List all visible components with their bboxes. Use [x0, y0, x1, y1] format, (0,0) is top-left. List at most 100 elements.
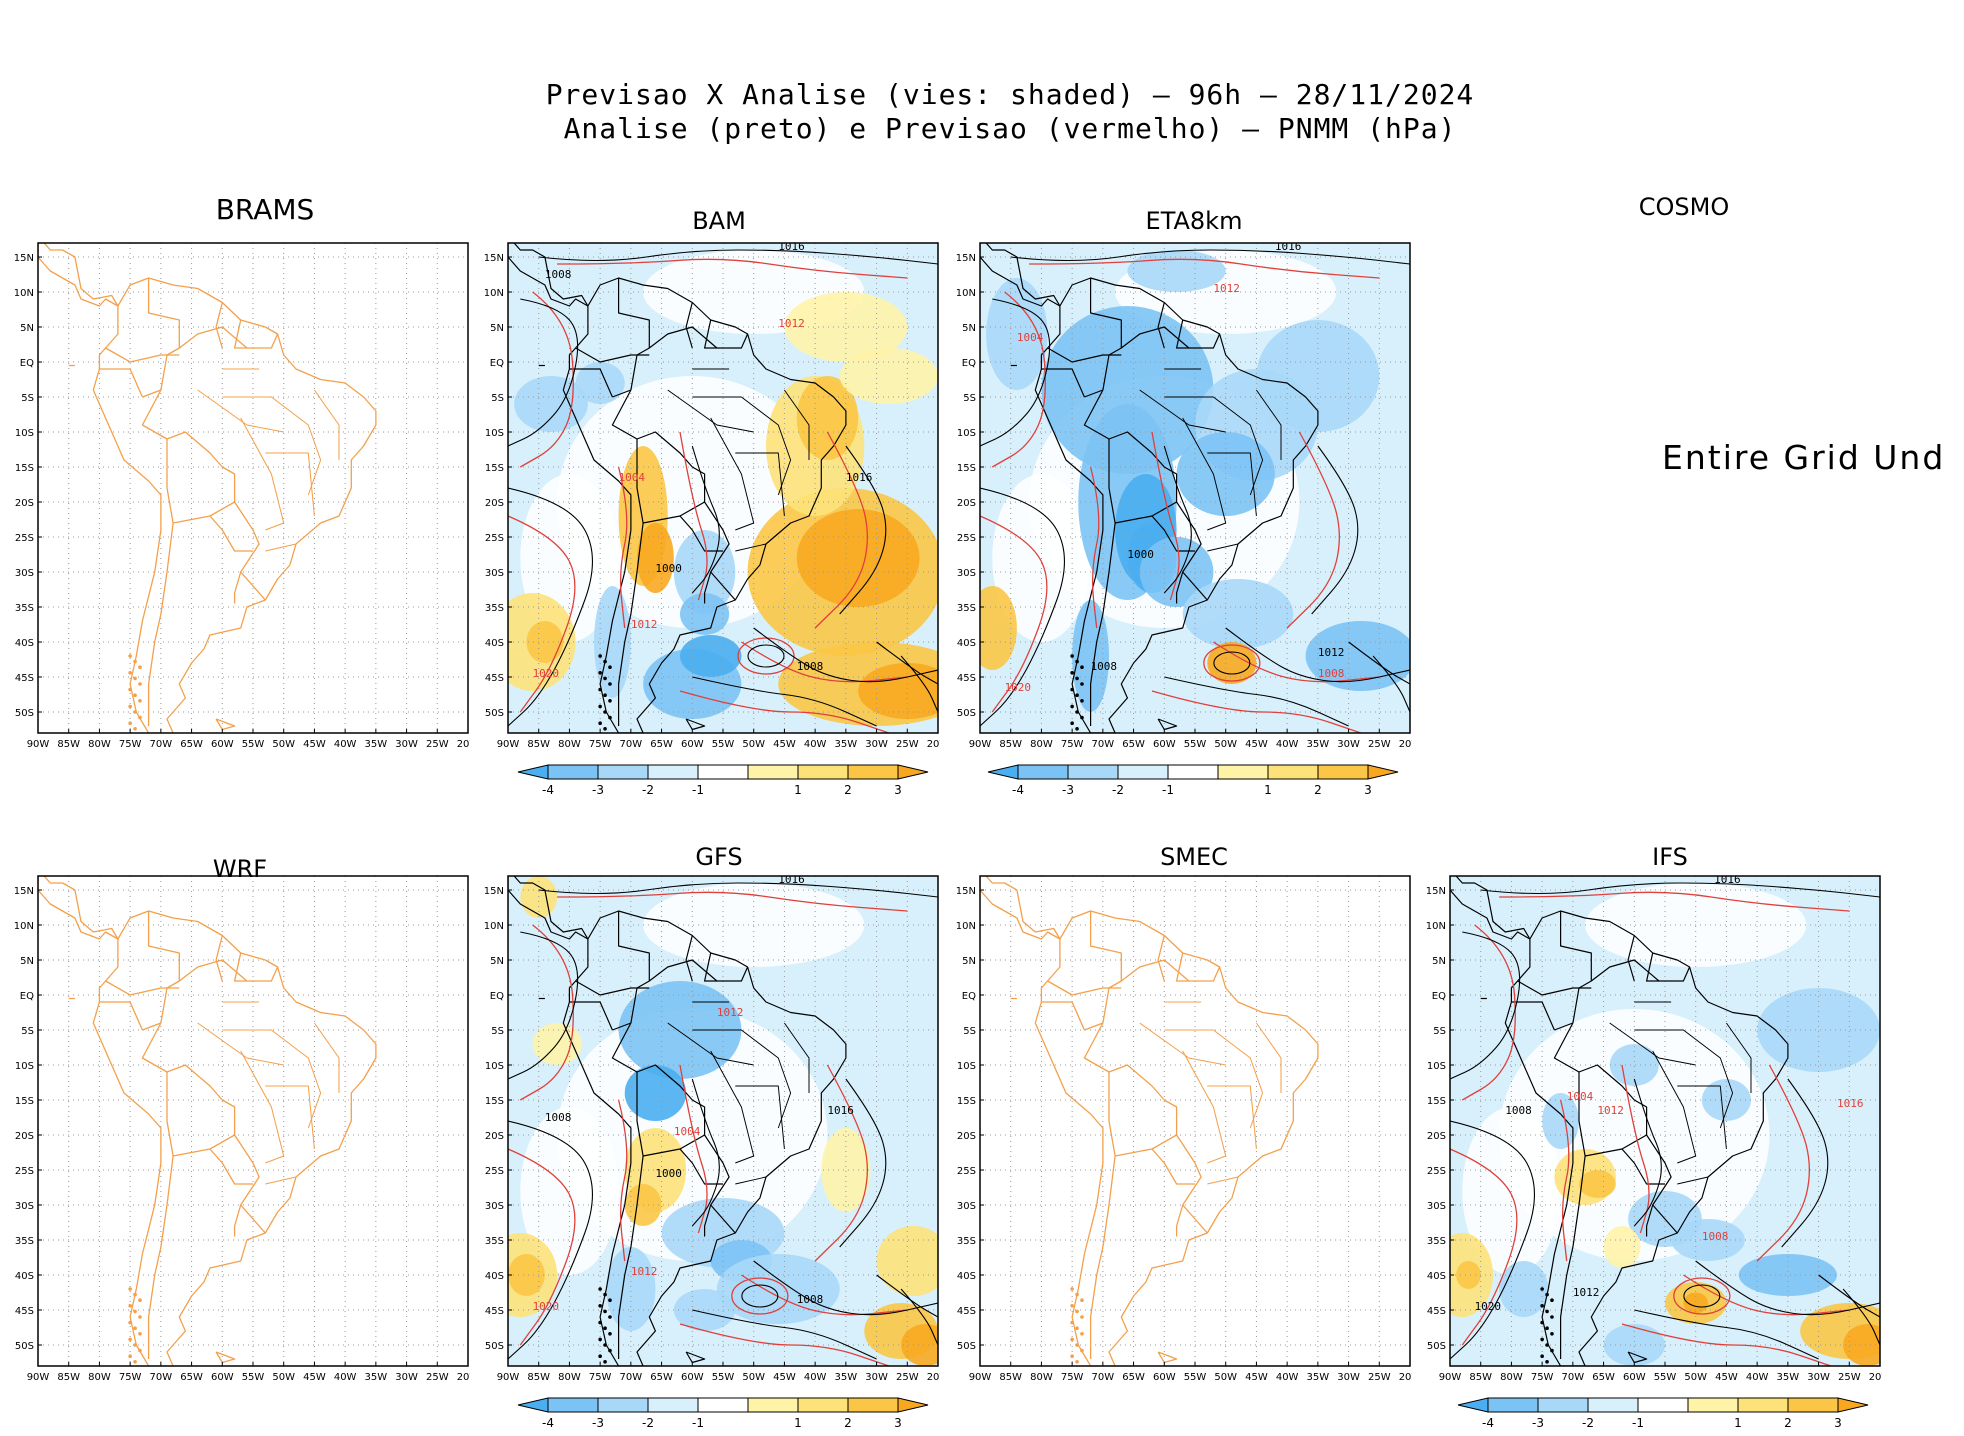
graticule: [38, 243, 468, 733]
lat-label: 5N: [20, 956, 34, 967]
lon-label: 50W: [1684, 1372, 1707, 1383]
lat-label: 40S: [485, 1271, 504, 1282]
lat-label: 35S: [485, 603, 504, 614]
lon-label: 45W: [1715, 1372, 1738, 1383]
bias-shading: [1305, 621, 1410, 691]
lon-label: 55W: [1184, 1372, 1207, 1383]
lat-label: EQ: [1432, 991, 1446, 1002]
lon-label: 90W: [27, 739, 50, 750]
lat-label: 5S: [21, 1026, 34, 1037]
colorbar-swatch: [1217, 764, 1269, 780]
lat-label: 5S: [21, 393, 34, 404]
colorbar-bam: -4-3-2-11234: [515, 764, 952, 802]
lon-label: 90W: [969, 1372, 992, 1383]
contour-label: 1004: [674, 1125, 701, 1138]
lon-label: 35W: [1307, 1372, 1330, 1383]
colorbar-swatch: [1117, 764, 1169, 780]
lon-label: 55W: [712, 1372, 735, 1383]
lat-label: 45S: [957, 1306, 976, 1317]
axis-labels: 15N 10N 5N EQ 5S 10S 15S 20S 25S 30S 35S 40S 45S 50S 9…: [484, 886, 940, 1383]
contour-label: 1012: [1213, 282, 1240, 295]
lon-label: 50W: [742, 739, 765, 750]
lon-label: 65W: [650, 739, 673, 750]
lon-label: 45W: [303, 739, 326, 750]
lon-label: 65W: [1592, 1372, 1615, 1383]
bias-shading: [1609, 1044, 1659, 1086]
lat-label: 20S: [957, 498, 976, 509]
lon-label: 65W: [180, 1372, 203, 1383]
lat-label: EQ: [20, 358, 34, 369]
contour-label: 1012: [778, 317, 805, 330]
lat-label: 50S: [15, 1341, 34, 1352]
lat-label: 20S: [1427, 1131, 1446, 1142]
lon-label: 45W: [1245, 739, 1268, 750]
forecast-contours: [508, 258, 908, 733]
lat-label: 15S: [957, 463, 976, 474]
lon-label: 80W: [1030, 739, 1053, 750]
contour-label: 1004: [1017, 331, 1044, 344]
lon-label: 70W: [1092, 739, 1115, 750]
contour-label: 1020: [533, 1300, 560, 1313]
lon-label: 30W: [865, 739, 888, 750]
lat-label: 45S: [957, 673, 976, 684]
lat-label: 10N: [1426, 921, 1446, 932]
lat-label: 15S: [15, 463, 34, 474]
colorbar-gfs: -4-3-2-11234: [515, 1397, 952, 1435]
lon-label: 65W: [1122, 739, 1145, 750]
colorbar-swatch: [1737, 1397, 1789, 1413]
lon-label: 25W: [1838, 1372, 1861, 1383]
lon-label: 55W: [242, 1372, 265, 1383]
lon-label: 85W: [527, 1372, 550, 1383]
lat-label: 45S: [15, 673, 34, 684]
lat-label: 5S: [491, 393, 504, 404]
colorbar-label: -1: [692, 1416, 704, 1430]
bias-shading: [1499, 1261, 1549, 1317]
lat-label: 10N: [484, 288, 504, 299]
colorbar-label: -3: [1062, 783, 1074, 797]
map-bam: 1016 1012 1008 1004 1000 1020 1016 1012 1008 15N 1…: [470, 240, 940, 755]
lon-label: 80W: [88, 739, 111, 750]
bias-shading: [796, 509, 920, 607]
bias-shading: [1127, 250, 1226, 292]
colorbar-swatch: [647, 1397, 699, 1413]
lat-label: 15S: [15, 1096, 34, 1107]
lon-label: 80W: [1500, 1372, 1523, 1383]
colorbar-arrow-left: [517, 1397, 549, 1413]
lat-label: EQ: [20, 991, 34, 1002]
lon-label: 50W: [742, 1372, 765, 1383]
ifs-map-svg: 1016 1012 1008 1004 1020 1016 1012 1008 15N 10N 5N…: [1426, 875, 1882, 1383]
lon-label: 90W: [27, 1372, 50, 1383]
analysis-contours: [508, 249, 938, 727]
lon-label: 80W: [558, 1372, 581, 1383]
lon-label: 50W: [1214, 1372, 1237, 1383]
colorbar-swatch: [797, 764, 849, 780]
lat-label: 40S: [1427, 1271, 1446, 1282]
colorbar-label: -3: [592, 1416, 604, 1430]
forecast-contours: [508, 891, 908, 1366]
contour-label: 1020: [533, 667, 560, 680]
contour-label: 1016: [846, 471, 873, 484]
colorbar-swatch: [1067, 764, 1119, 780]
lon-label: 20W: [457, 1372, 470, 1383]
lat-label: 10N: [14, 288, 34, 299]
lat-label: 10S: [15, 1061, 34, 1072]
bias-shading: [796, 376, 859, 460]
lat-label: 35S: [1427, 1236, 1446, 1247]
contour-label: 1012: [631, 1265, 658, 1278]
lon-label: 90W: [969, 739, 992, 750]
lon-label: 55W: [242, 739, 265, 750]
lon-label: 25W: [896, 739, 919, 750]
lat-label: 20S: [485, 1131, 504, 1142]
bias-shading: [1182, 579, 1294, 649]
lon-label: 30W: [395, 1372, 418, 1383]
graticule: [980, 243, 1410, 733]
lon-label: 45W: [773, 739, 796, 750]
lon-label: 60W: [681, 1372, 704, 1383]
colorbar-ifs: -4-3-2-11234: [1455, 1397, 1892, 1435]
lon-label: 20W: [1869, 1372, 1882, 1383]
lon-label: 75W: [1061, 1372, 1084, 1383]
lon-label: 30W: [865, 1372, 888, 1383]
colorbar-swatch: [1787, 1397, 1839, 1413]
bias-shading: [526, 621, 564, 663]
colorbar-arrow-right: [897, 1397, 929, 1413]
